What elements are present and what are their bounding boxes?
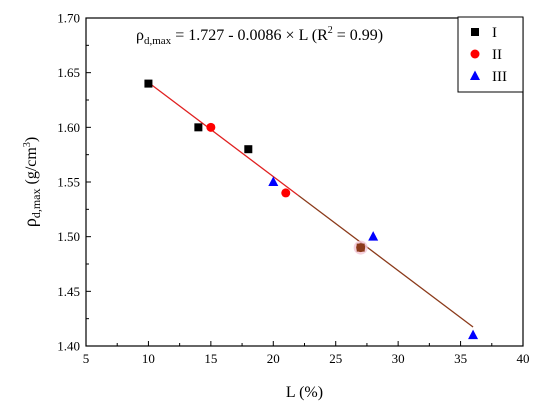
data-point-I [144, 79, 153, 88]
x-tick-label: 15 [204, 351, 217, 366]
fit-equation: ρd,max = 1.727 - 0.0086 × L (R2 = 0.99) [136, 25, 383, 47]
y-tick-label: 1.50 [57, 229, 80, 244]
x-axis-title: L (%) [286, 384, 323, 401]
data-point-II [356, 243, 366, 253]
axis-ticks: 5 10 15 20 25 30 35 40 1.40 1.45 1.50 1.55 1.60 1.65 1… [57, 11, 529, 367]
legend-label: I [492, 25, 497, 41]
equation-tail: = 0.99) [333, 27, 383, 44]
fit-line-lower [297, 194, 474, 328]
legend-marker-III [470, 70, 480, 80]
data-points [144, 79, 479, 340]
y-title-sup: 3 [22, 142, 33, 147]
equation-body: = 1.727 - 0.0086 × L (R [171, 27, 328, 44]
data-point-I [194, 123, 203, 132]
data-point-II [206, 122, 216, 132]
y-tick-label: 1.60 [57, 120, 80, 135]
x-tick-label: 30 [392, 351, 405, 366]
fit-line-group [148, 81, 474, 328]
y-title-rho: ρ [20, 218, 40, 227]
y-tick-label: 1.70 [57, 11, 80, 26]
y-axis-title: ρd,max (g/cm3) [20, 137, 43, 227]
x-tick-label: 35 [454, 351, 467, 366]
y-title-close: ) [23, 137, 40, 142]
data-point-I [244, 145, 253, 154]
legend-marker-I [471, 28, 479, 36]
y-tick-label: 1.65 [57, 65, 80, 80]
data-point-III [368, 231, 379, 241]
legend-marker-II [470, 49, 480, 59]
equation-sub: d,max [144, 35, 172, 47]
x-tick-label: 5 [83, 351, 90, 366]
x-tick-label: 20 [267, 351, 280, 366]
y-tick-label: 1.40 [57, 339, 80, 354]
fit-line-upper [148, 81, 299, 196]
legend-box [457, 16, 524, 93]
data-point-III [268, 176, 279, 186]
y-title-unit: (g/cm [23, 147, 40, 189]
plot-area [85, 17, 524, 347]
legend-label: III [492, 69, 507, 85]
x-tick-label: 10 [142, 351, 155, 366]
data-point-III [468, 329, 479, 340]
y-tick-label: 1.45 [57, 284, 80, 299]
data-point-II [281, 188, 291, 198]
y-title-sub: d,max [29, 189, 43, 219]
equation-sup: 2 [328, 25, 333, 36]
x-tick-label: 25 [329, 351, 342, 366]
x-tick-label: 40 [517, 351, 530, 366]
equation-rho: ρ [136, 27, 144, 44]
y-tick-label: 1.55 [57, 175, 80, 190]
legend-label: II [492, 47, 502, 63]
